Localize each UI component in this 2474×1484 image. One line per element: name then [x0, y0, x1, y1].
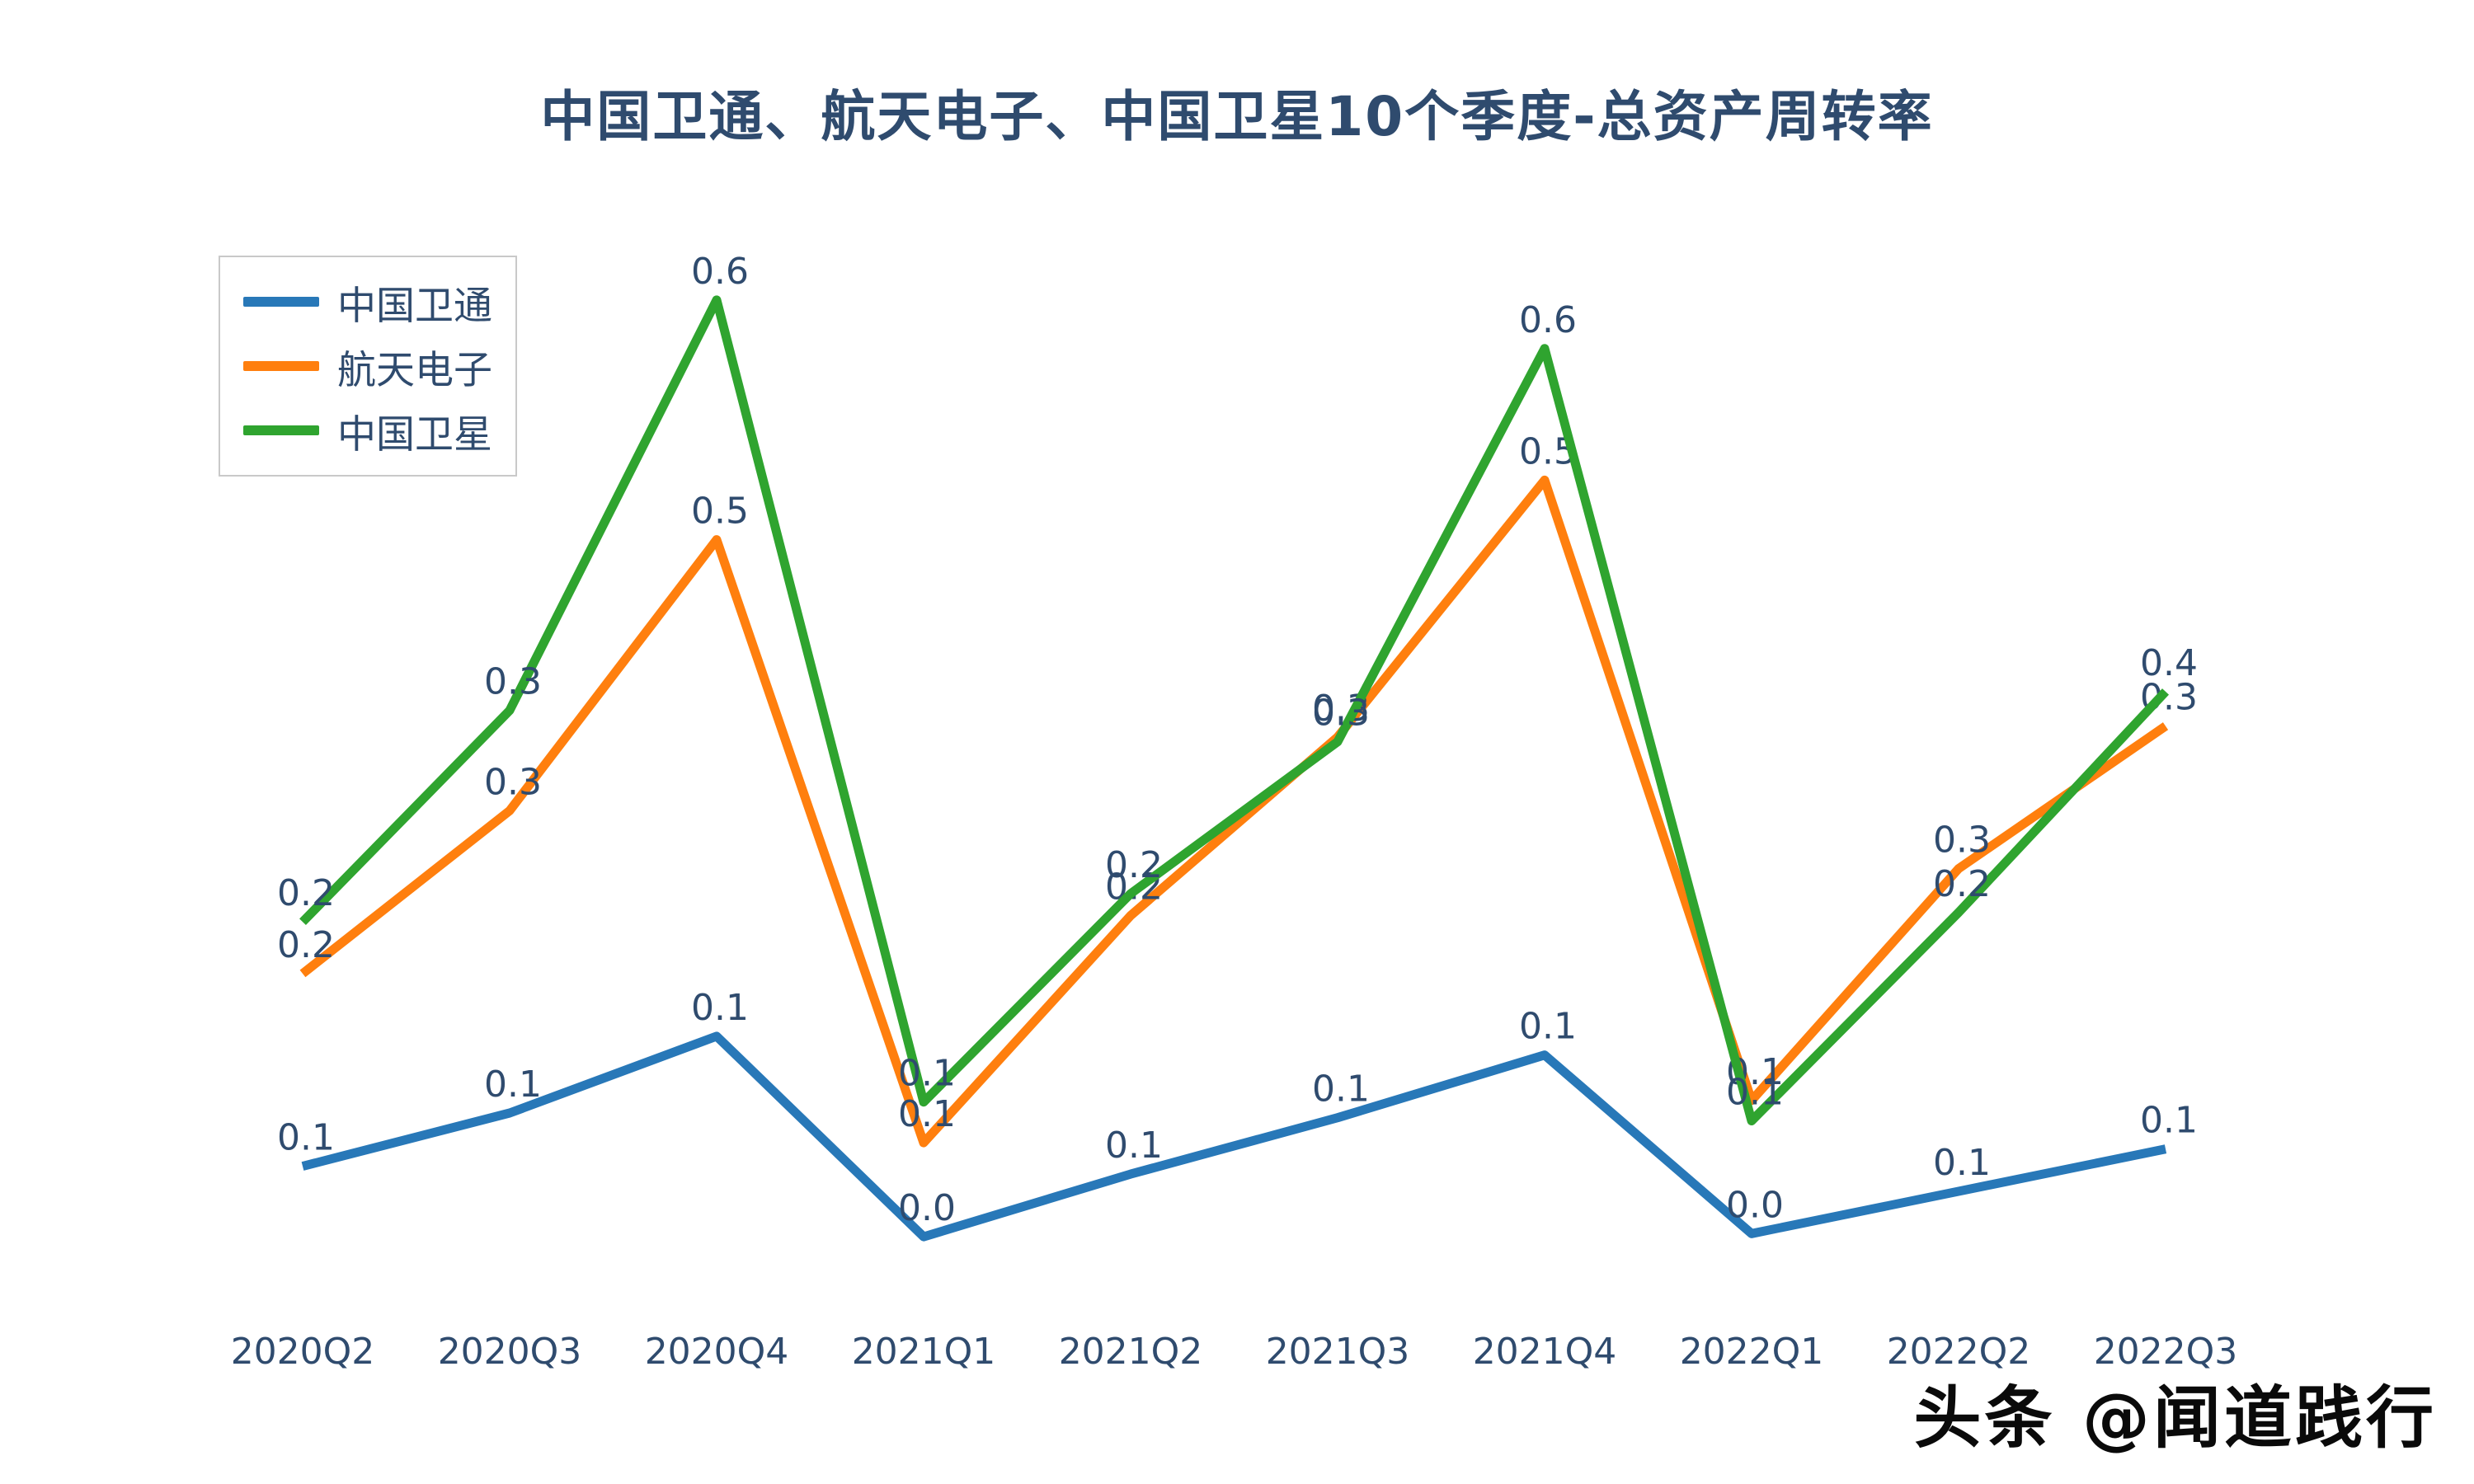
data-label: 0.0 — [1726, 1184, 1784, 1226]
data-label: 0.6 — [1519, 299, 1577, 341]
data-label: 0.0 — [898, 1187, 956, 1229]
series-line-2 — [299, 295, 2170, 1125]
x-tick-label: 2020Q4 — [645, 1331, 789, 1373]
x-tick-label: 2022Q2 — [1887, 1331, 2031, 1373]
data-label: 0.1 — [1312, 1068, 1370, 1111]
data-label: 0.1 — [691, 987, 749, 1029]
data-label: 0.2 — [277, 872, 335, 914]
data-label: 0.3 — [484, 661, 542, 703]
series-line-1 — [299, 475, 2169, 1148]
legend-item-zhongguoweixing: 中国卫星 — [220, 404, 515, 458]
legend-line-icon — [243, 297, 319, 307]
x-tick-label: 2021Q3 — [1266, 1331, 1410, 1373]
watermark: 头条 @闻道践行 — [1913, 1379, 2437, 1458]
data-label: 0.2 — [277, 924, 335, 966]
x-tick-label: 2022Q1 — [1680, 1331, 1824, 1373]
legend-label: 航天电子 — [337, 347, 492, 393]
data-label: 0.4 — [2140, 642, 2198, 684]
data-label: 0.1 — [1933, 1142, 1991, 1184]
x-tick-label: 2021Q2 — [1059, 1331, 1203, 1373]
data-label: 0.2 — [1105, 844, 1163, 886]
data-label: 0.1 — [1726, 1072, 1784, 1114]
data-label: 0.1 — [484, 1064, 542, 1106]
legend-label: 中国卫星 — [337, 411, 492, 458]
x-tick-label: 2020Q2 — [231, 1331, 375, 1373]
x-tick-label: 2020Q3 — [438, 1331, 582, 1373]
x-tick-label: 2022Q3 — [2094, 1331, 2238, 1373]
data-label: 0.2 — [1933, 863, 1991, 905]
data-label: 0.1 — [2140, 1100, 2198, 1142]
legend-line-icon — [243, 425, 319, 435]
data-label: 0.5 — [691, 491, 749, 533]
series-line-0 — [301, 1031, 2167, 1242]
data-label: 0.1 — [898, 1053, 956, 1095]
data-label: 0.3 — [1933, 819, 1991, 862]
data-label: 0.3 — [484, 761, 542, 803]
x-tick-label: 2021Q1 — [852, 1331, 996, 1373]
legend-label: 中国卫通 — [337, 283, 492, 329]
data-label: 0.1 — [1519, 1006, 1577, 1048]
x-tick-label: 2021Q4 — [1473, 1331, 1617, 1373]
legend-line-icon — [243, 361, 319, 371]
legend: 中国卫通 航天电子 中国卫星 — [219, 256, 517, 477]
data-label: 0.1 — [277, 1117, 335, 1159]
data-label: 0.6 — [691, 251, 749, 293]
chart-title: 中国卫通、航天电子、中国卫星10个季度-总资产周转率 — [540, 85, 1934, 148]
data-label: 0.3 — [1312, 693, 1370, 735]
legend-item-zhongguoweitong: 中国卫通 — [220, 275, 515, 329]
data-label: 0.1 — [1105, 1125, 1163, 1167]
legend-item-hangtiandianzi: 航天电子 — [220, 340, 515, 393]
